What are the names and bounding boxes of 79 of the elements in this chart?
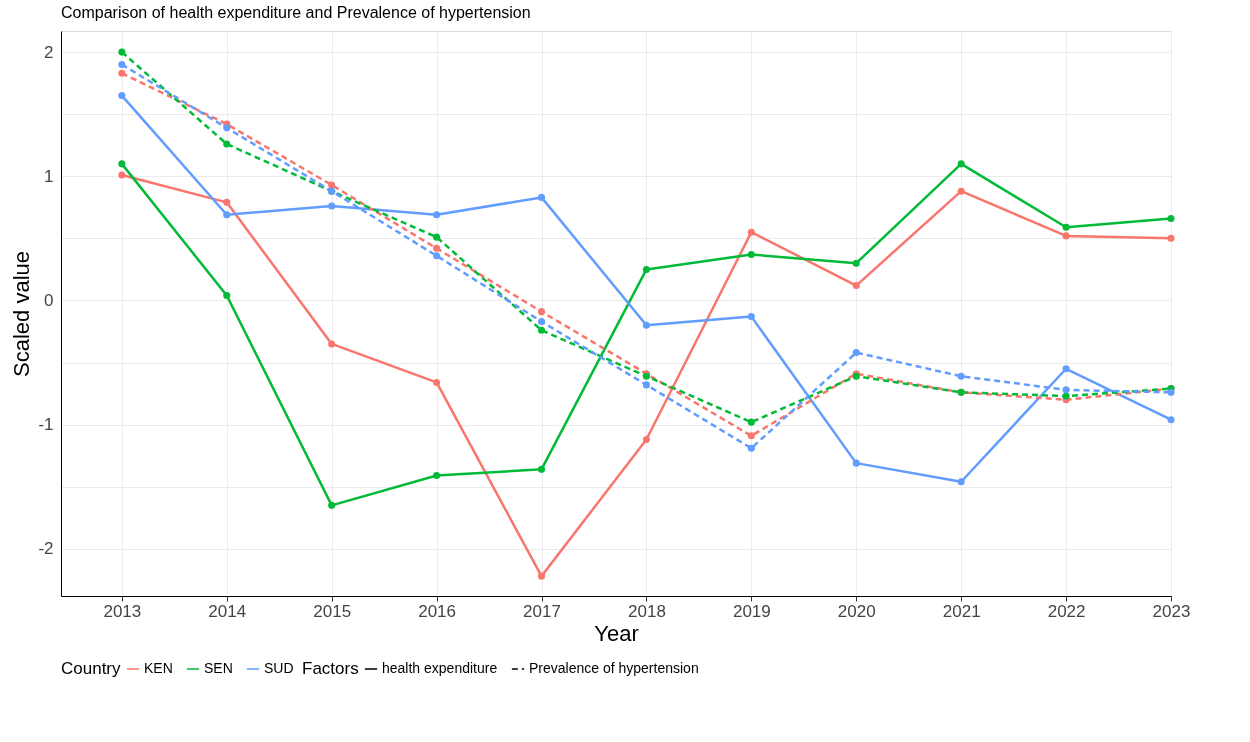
- point: [433, 472, 441, 480]
- point: [537, 308, 546, 316]
- x-tick-label: 2016: [418, 601, 457, 621]
- y-tick-label: -2: [38, 539, 54, 559]
- point: [223, 140, 231, 148]
- point: [852, 259, 860, 267]
- point: [1062, 392, 1070, 400]
- point: [642, 436, 650, 444]
- text: Country: [61, 659, 121, 678]
- point: [433, 244, 441, 252]
- x-tick-label: 2017: [523, 601, 561, 621]
- point: [1062, 223, 1070, 231]
- legend-label: SUD: [264, 660, 294, 676]
- point: [223, 124, 231, 132]
- point: [747, 250, 755, 259]
- legend-label: KEN: [144, 660, 173, 676]
- x-tick-label: 2018: [628, 601, 666, 621]
- point: [1167, 416, 1175, 424]
- legend-label: SEN: [204, 660, 233, 676]
- x-tick-label: 2023: [1152, 601, 1191, 621]
- point: [957, 160, 965, 168]
- point: [747, 418, 755, 426]
- point: [223, 291, 231, 300]
- point: [433, 378, 441, 386]
- point: [118, 48, 126, 56]
- text: Factors: [302, 659, 359, 678]
- point: [747, 444, 755, 452]
- point: [537, 465, 546, 473]
- chart-title: Comparison of health expenditure and Prevalence of hypertension: [61, 4, 531, 21]
- point: [118, 61, 126, 69]
- point: [852, 349, 860, 357]
- point: [1062, 365, 1070, 373]
- point: [1167, 234, 1175, 242]
- x-tick-label: 2014: [208, 601, 247, 621]
- point: [328, 181, 336, 189]
- point: [118, 69, 126, 77]
- point: [957, 187, 965, 195]
- point: [747, 313, 755, 321]
- point: [537, 318, 546, 326]
- point: [537, 193, 546, 201]
- point: [223, 198, 231, 206]
- x-tick-label: 2019: [732, 601, 771, 621]
- x-axis-title: Year: [594, 620, 639, 646]
- point: [852, 459, 860, 467]
- point: [433, 211, 441, 219]
- x-tick-label: 2021: [942, 601, 981, 621]
- point: [1167, 214, 1175, 223]
- point: [537, 326, 546, 334]
- text: health expenditure: [382, 660, 498, 676]
- x-tick-label: 2020: [837, 601, 876, 621]
- y-tick-label: 0: [44, 290, 54, 310]
- x-tick-label: 2015: [313, 601, 352, 621]
- point: [537, 572, 546, 580]
- y-tick-label: 2: [44, 42, 54, 62]
- point: [852, 282, 860, 290]
- x-tick-label: 2022: [1047, 601, 1086, 621]
- point: [118, 160, 126, 168]
- point: [642, 321, 650, 329]
- point: [118, 92, 126, 100]
- y-tick-label: -1: [38, 415, 54, 435]
- point: [433, 252, 441, 260]
- point: [1062, 232, 1070, 240]
- point: [642, 265, 650, 273]
- point: [433, 233, 441, 241]
- text: Prevalence of hypertension: [529, 660, 699, 676]
- y-axis-title: Scaled value: [9, 251, 35, 377]
- point: [957, 478, 965, 486]
- point: [1062, 386, 1070, 394]
- point: [642, 381, 650, 389]
- x-tick-label: 2013: [103, 601, 142, 621]
- point: [118, 171, 126, 179]
- point: [223, 211, 231, 219]
- y-tick-label: 1: [44, 166, 54, 186]
- point: [328, 340, 336, 348]
- point: [328, 501, 336, 509]
- point: [747, 228, 755, 236]
- point: [957, 372, 965, 380]
- point: [328, 202, 336, 210]
- point: [747, 432, 755, 440]
